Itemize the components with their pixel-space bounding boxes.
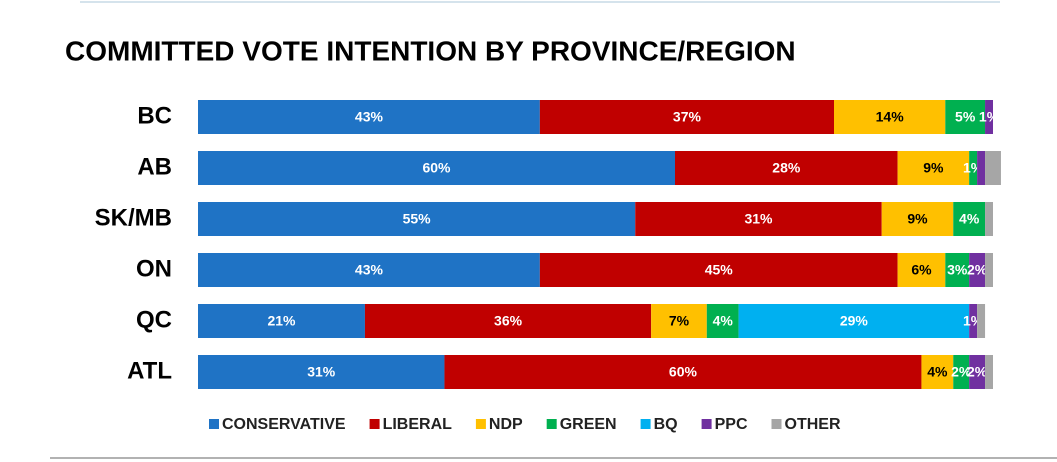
legend-swatch (209, 419, 219, 429)
bar-segment (977, 304, 986, 338)
legend-swatch (640, 419, 651, 429)
bar-segment (985, 253, 993, 287)
bar-segment (985, 151, 1001, 185)
value-label: 28% (772, 160, 801, 176)
bar-segment (444, 355, 922, 389)
bar-segment (539, 253, 898, 287)
category-label: ATL (127, 357, 172, 384)
value-label: 55% (403, 211, 432, 227)
value-label: 45% (705, 262, 734, 278)
bar-segment (985, 355, 993, 389)
legend-label: NDP (489, 416, 523, 433)
legend-swatch (701, 419, 712, 429)
bar-segment (675, 151, 898, 185)
value-label: 2% (967, 262, 988, 278)
value-label: 3% (947, 262, 968, 278)
bar-segment (539, 100, 834, 134)
bar-segment (198, 100, 540, 134)
legend-swatch (546, 419, 557, 429)
value-label: 43% (355, 262, 384, 278)
bar-segment (985, 202, 993, 236)
legend-label: PPC (715, 416, 748, 433)
bar-segment (969, 304, 978, 338)
legend-label: GREEN (560, 416, 617, 433)
bar-segment (198, 304, 365, 338)
value-label: 4% (959, 211, 980, 227)
legend-swatch (475, 419, 486, 429)
value-label: 60% (669, 364, 698, 380)
value-label: 9% (907, 211, 928, 227)
category-label: QC (136, 306, 172, 333)
bar-segment (945, 253, 970, 287)
bar-segment (969, 355, 986, 389)
category-label: SK/MB (95, 204, 172, 231)
bar-segment (945, 100, 986, 134)
bar-segment (738, 304, 970, 338)
value-label: 9% (923, 160, 944, 176)
bar-segment (977, 151, 986, 185)
bar-segment (834, 100, 946, 134)
value-label: 31% (307, 364, 336, 380)
bar-segment (198, 253, 540, 287)
bar-segment (364, 304, 652, 338)
bar-segment (635, 202, 882, 236)
value-label: 31% (744, 211, 773, 227)
bar-segment (706, 304, 739, 338)
legend-label: LIBERAL (383, 416, 453, 433)
value-label: 1% (979, 109, 1000, 125)
bar-segment (921, 355, 954, 389)
value-label: 5% (955, 109, 976, 125)
legend-swatch (771, 419, 782, 429)
legend-label: OTHER (785, 416, 841, 433)
value-label: 2% (951, 364, 972, 380)
legend-swatch (369, 419, 380, 429)
bar-segment (881, 202, 954, 236)
category-label: BC (137, 102, 172, 129)
value-label: 36% (494, 313, 523, 329)
bar-segment (953, 202, 986, 236)
value-label: 4% (713, 313, 734, 329)
bar-segment (198, 355, 445, 389)
category-label: ON (136, 255, 172, 282)
bar-segment (651, 304, 707, 338)
bar-segment (953, 355, 970, 389)
bar-segment (198, 151, 675, 185)
value-label: 4% (927, 364, 948, 380)
bar-segment (897, 151, 970, 185)
legend-label: CONSERVATIVE (222, 416, 346, 433)
category-label: AB (137, 153, 172, 180)
value-label: 6% (911, 262, 932, 278)
value-label: 60% (422, 160, 451, 176)
bar-segment (985, 100, 993, 134)
value-label: 37% (673, 109, 702, 125)
value-label: 29% (840, 313, 869, 329)
bar-segment (969, 253, 986, 287)
bar-segment (198, 202, 636, 236)
value-label: 7% (669, 313, 690, 329)
value-label: 21% (267, 313, 296, 329)
value-label: 43% (355, 109, 384, 125)
legend-label: BQ (654, 416, 678, 433)
chart-title: COMMITTED VOTE INTENTION BY PROVINCE/REG… (65, 35, 796, 66)
bar-segment (897, 253, 946, 287)
bar-segment (969, 151, 978, 185)
value-label: 2% (967, 364, 988, 380)
value-label: 14% (876, 109, 905, 125)
